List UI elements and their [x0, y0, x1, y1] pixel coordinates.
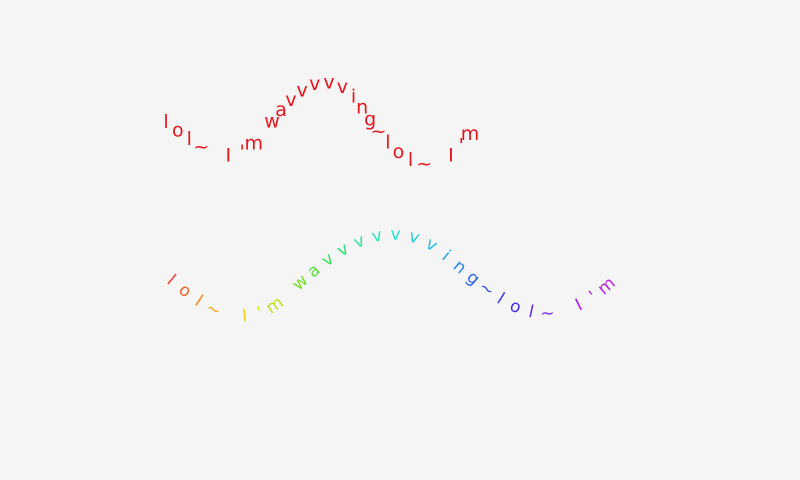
wave-letter: m: [461, 123, 480, 145]
wave-letter: I: [448, 144, 454, 166]
wave-letter: g: [364, 109, 376, 131]
wave-letter: w: [264, 110, 280, 132]
wave-letter: ~: [475, 277, 498, 302]
wave-letter: v: [296, 80, 307, 102]
wave-letter: i: [438, 247, 454, 266]
wave-letter: o: [175, 280, 196, 302]
wave-letter: o: [172, 119, 184, 141]
wave-letter: m: [594, 273, 620, 299]
wave-letter: ': [239, 141, 244, 163]
red-wave-text: l o l ~ I ' m wav v v v v ing~l o l ~ I'm: [163, 71, 479, 175]
wave-letter: l: [163, 271, 179, 290]
wave-letter: v: [309, 73, 320, 95]
wave-letter: v: [318, 249, 338, 271]
wave-letter: l: [408, 149, 413, 171]
wave-letter: i: [351, 85, 356, 107]
wave-letter: v: [390, 224, 401, 244]
wave-letter: n: [449, 256, 470, 278]
wave-letter: I: [572, 295, 585, 315]
wave-letter: o: [507, 296, 525, 319]
wave-letter: I: [225, 145, 231, 167]
wave-letter: ~: [416, 153, 432, 175]
wave-letter: m: [262, 293, 287, 319]
wave-letter: m: [245, 133, 264, 155]
wave-letter: v: [323, 71, 334, 93]
wave-letter: v: [285, 89, 296, 111]
wave-letter: l: [385, 131, 390, 153]
wave-letter: l: [527, 302, 536, 323]
wave-letter: l: [187, 128, 192, 150]
wave-letter: v: [337, 76, 348, 98]
wave-letter: I: [242, 306, 248, 326]
wave-letter: l: [493, 289, 508, 308]
wave-letter: ~: [371, 120, 387, 142]
wave-letter: v: [370, 225, 384, 247]
wave-letter: o: [393, 141, 405, 163]
wave-letter: v: [422, 234, 441, 256]
wave-letter: ~: [540, 304, 555, 324]
wave-letter: n: [356, 97, 368, 119]
wave-letter: v: [351, 231, 368, 253]
wave-letter: a: [303, 260, 324, 282]
wave-letter: l: [191, 292, 206, 311]
wave-letter: a: [275, 99, 287, 121]
wave-letter: v: [406, 226, 421, 248]
wave-letter: v: [334, 239, 353, 261]
wave-letter: ': [459, 135, 464, 157]
wave-letter: l: [163, 111, 168, 133]
wave-letter: ~: [203, 298, 224, 322]
wave-letter: ': [255, 303, 266, 323]
wave-letter: ~: [193, 136, 209, 158]
